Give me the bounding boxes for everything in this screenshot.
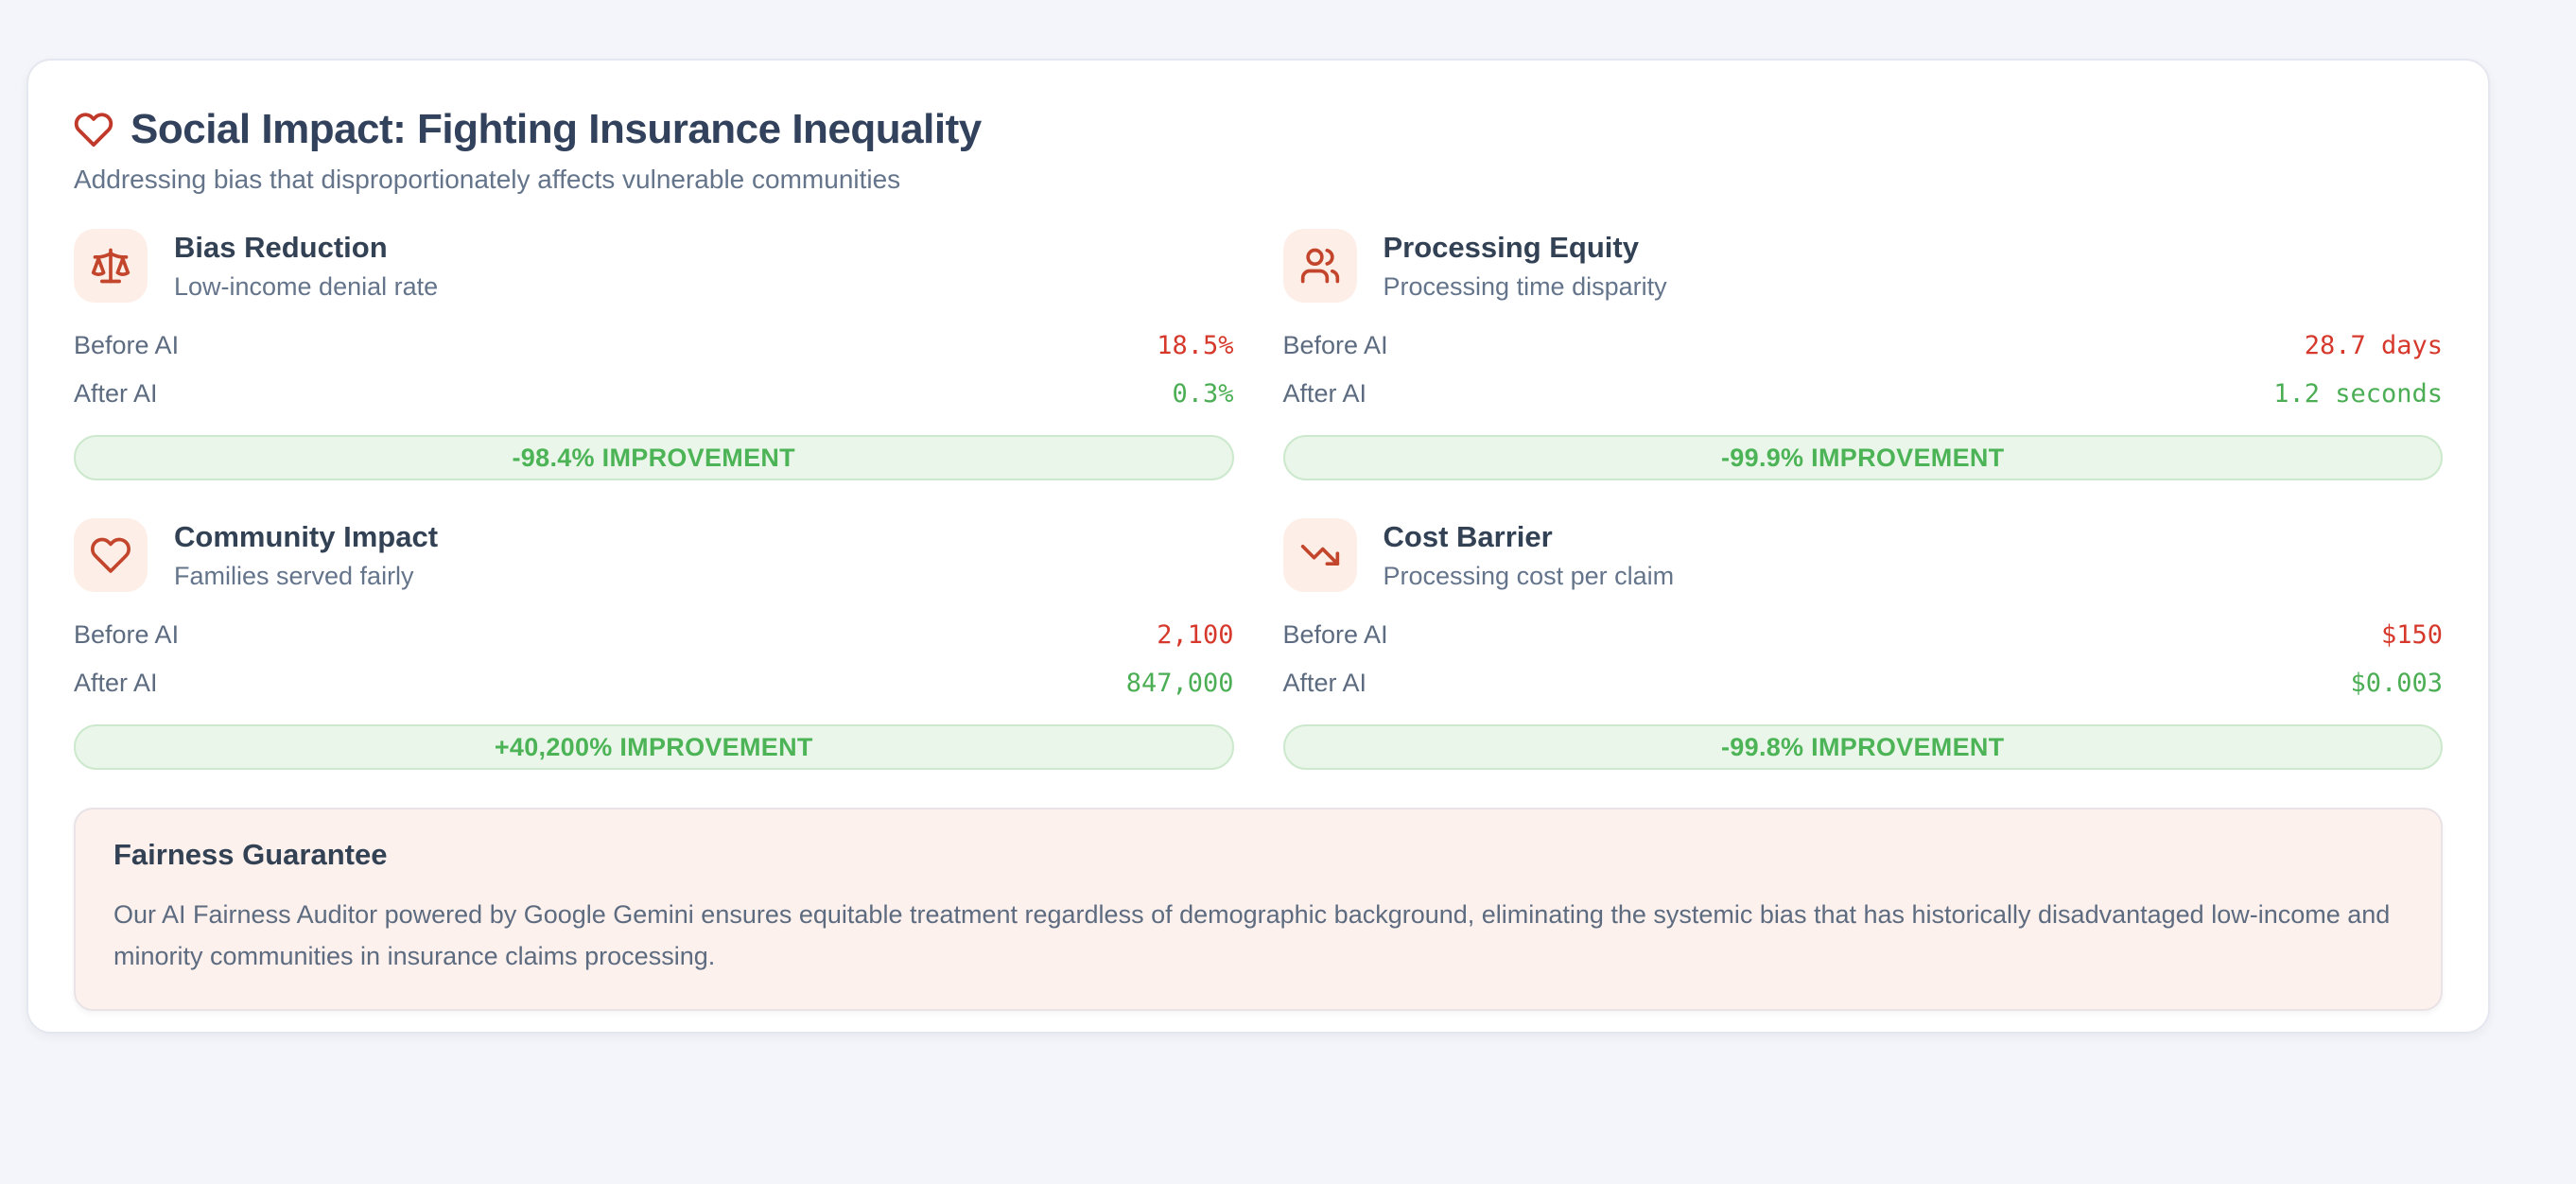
metric-titles: Community Impact Families served fairly <box>174 520 438 591</box>
metric-title: Cost Barrier <box>1383 519 1553 553</box>
metric-titles: Processing Equity Processing time dispar… <box>1384 231 1667 302</box>
before-ai-value: $150 <box>2380 620 2443 650</box>
after-ai-row: After AI 1.2 seconds <box>1283 370 2444 418</box>
metric-title: Community Impact <box>174 519 439 553</box>
social-impact-panel: Social Impact: Fighting Insurance Inequa… <box>26 59 2490 1034</box>
after-ai-value: 0.3% <box>1172 379 1234 409</box>
metric-titles: Bias Reduction Low-income denial rate <box>174 231 438 302</box>
metric-subtitle: Processing cost per claim <box>1383 561 1675 590</box>
metric-header: Cost Barrier Processing cost per claim <box>1282 518 2444 592</box>
metric-subtitle: Families served fairly <box>174 561 414 590</box>
before-ai-row: Before AI 2,100 <box>74 611 1234 659</box>
before-ai-row: Before AI 28.7 days <box>1283 322 2444 370</box>
before-ai-value: 18.5% <box>1157 331 1234 360</box>
metric-header: Community Impact Families served fairly <box>74 518 1234 592</box>
after-ai-row: After AI $0.003 <box>1283 659 2444 707</box>
improvement-badge: -99.8% IMPROVEMENT <box>1282 724 2443 770</box>
metric-subtitle: Processing time disparity <box>1383 271 1667 301</box>
metric-card-community-impact: Community Impact Families served fairly … <box>74 518 1234 770</box>
metric-subtitle: Low-income denial rate <box>174 271 439 301</box>
page-title: Social Impact: Fighting Insurance Inequa… <box>131 106 982 152</box>
metric-title: Processing Equity <box>1383 230 1639 264</box>
metric-titles: Cost Barrier Processing cost per claim <box>1384 520 1675 591</box>
improvement-badge: -98.4% IMPROVEMENT <box>74 435 1234 480</box>
after-ai-label: After AI <box>1282 379 1367 408</box>
fairness-body: Our AI Fairness Auditor powered by Googl… <box>113 900 2391 970</box>
metric-header: Bias Reduction Low-income denial rate <box>74 229 1234 303</box>
panel-header: Social Impact: Fighting Insurance Inequa… <box>74 106 2443 153</box>
metric-card-processing-equity: Processing Equity Processing time dispar… <box>1282 229 2444 480</box>
after-ai-label: After AI <box>74 669 158 697</box>
improvement-badge: +40,200% IMPROVEMENT <box>74 724 1234 770</box>
after-ai-label: After AI <box>74 379 158 408</box>
before-ai-label: Before AI <box>74 620 180 649</box>
before-ai-label: Before AI <box>74 331 180 359</box>
heart-icon <box>74 113 113 148</box>
before-ai-row: Before AI $150 <box>1283 611 2444 659</box>
after-ai-value: 1.2 seconds <box>2273 379 2443 409</box>
metric-card-cost-barrier: Cost Barrier Processing cost per claim B… <box>1282 518 2444 770</box>
trending-down-icon <box>1282 518 1357 592</box>
before-ai-row: Before AI 18.5% <box>74 322 1234 370</box>
metric-header: Processing Equity Processing time dispar… <box>1282 229 2444 303</box>
after-ai-value: $0.003 <box>2350 669 2443 698</box>
after-ai-row: After AI 847,000 <box>74 659 1234 707</box>
scale-icon <box>74 229 148 303</box>
metric-title: Bias Reduction <box>174 230 388 264</box>
metrics-grid: Bias Reduction Low-income denial rate Be… <box>74 229 2443 770</box>
fairness-guarantee-card: Fairness Guarantee Our AI Fairness Audit… <box>74 808 2443 1012</box>
after-ai-value: 847,000 <box>1125 669 1234 698</box>
before-ai-label: Before AI <box>1282 620 1388 649</box>
page-subtitle: Addressing bias that disproportionately … <box>74 165 901 194</box>
after-ai-label: After AI <box>1282 669 1367 697</box>
before-ai-value: 2,100 <box>1157 620 1234 650</box>
after-ai-row: After AI 0.3% <box>74 370 1234 418</box>
heart-icon <box>74 518 148 592</box>
before-ai-value: 28.7 days <box>2304 331 2443 360</box>
improvement-badge: -99.9% IMPROVEMENT <box>1282 435 2443 480</box>
metric-card-bias-reduction: Bias Reduction Low-income denial rate Be… <box>74 229 1234 480</box>
users-icon <box>1282 229 1357 303</box>
before-ai-label: Before AI <box>1282 331 1388 359</box>
fairness-title: Fairness Guarantee <box>113 838 388 871</box>
